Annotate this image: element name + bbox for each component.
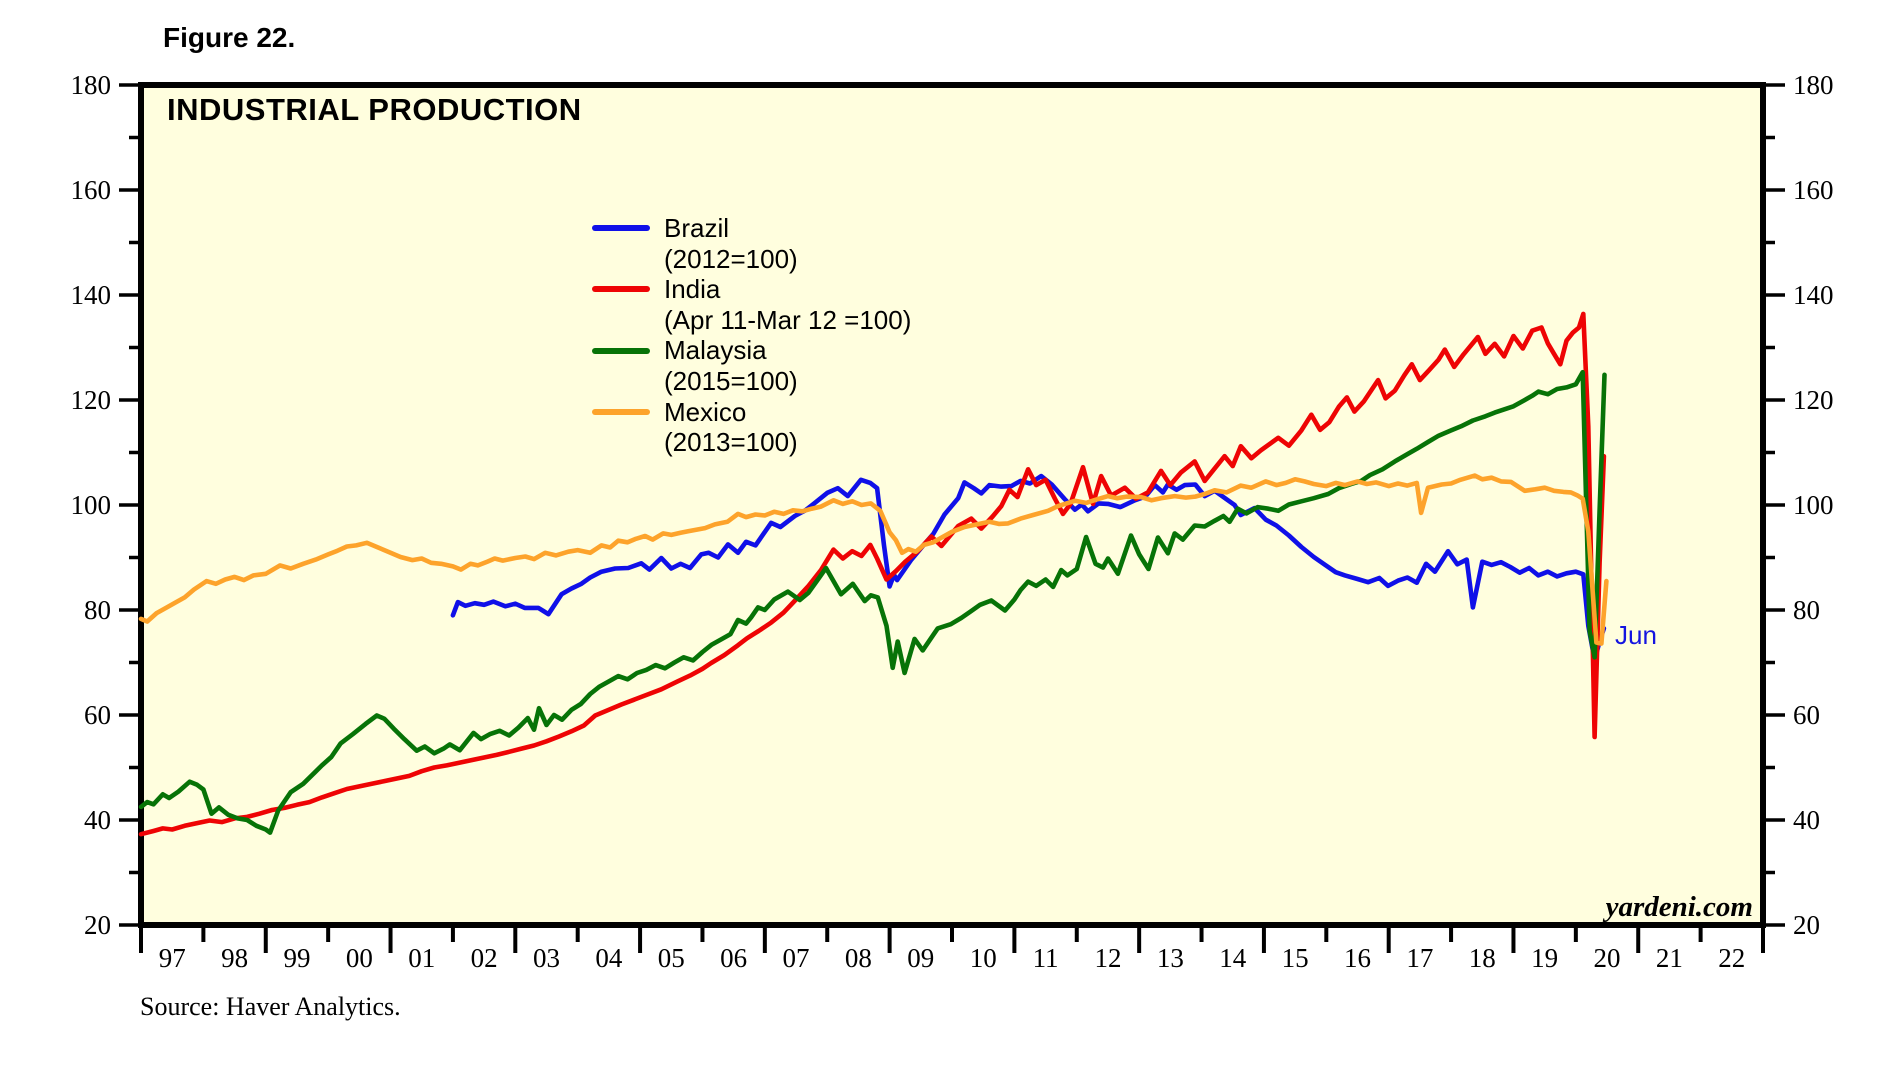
x-axis-label: 19: [1531, 943, 1558, 973]
legend-entry-india: India (Apr 11-Mar 12 =100): [592, 274, 911, 335]
legend-note: (2012=100): [664, 243, 798, 274]
x-axis-label: 12: [1094, 943, 1121, 973]
x-axis-label: 10: [970, 943, 997, 973]
y-axis-label-right: 20: [1793, 910, 1820, 940]
legend-note: (2015=100): [664, 365, 798, 396]
y-axis-label-right: 80: [1793, 595, 1820, 625]
x-axis-label: 20: [1594, 943, 1621, 973]
y-axis-label-left: 160: [71, 175, 112, 205]
legend-swatch-india: [592, 286, 650, 293]
y-axis-label-right: 120: [1793, 385, 1834, 415]
x-axis-label: 16: [1344, 943, 1371, 973]
x-axis-label: 18: [1469, 943, 1496, 973]
legend-entry-malaysia: Malaysia (2015=100): [592, 335, 911, 396]
x-axis-label: 04: [595, 943, 623, 973]
jun-annotation: Jun: [1615, 620, 1657, 650]
y-axis-label-left: 140: [71, 280, 112, 310]
legend-swatch-brazil: [592, 225, 650, 232]
y-axis-label-right: 60: [1793, 700, 1820, 730]
legend-label: Brazil: [664, 213, 730, 243]
x-axis-label: 03: [533, 943, 560, 973]
x-axis-label: 11: [1033, 943, 1059, 973]
y-axis-label-left: 100: [71, 490, 112, 520]
legend-note: (2013=100): [664, 427, 798, 458]
legend-entry-brazil: Brazil (2012=100): [592, 213, 911, 274]
y-axis-label-left: 80: [84, 595, 111, 625]
chart-title: INDUSTRIAL PRODUCTION: [167, 92, 582, 127]
x-axis-label: 98: [221, 943, 248, 973]
y-axis-label-left: 180: [71, 70, 112, 100]
legend: Brazil (2012=100) India (Apr 11-Mar 12 =100…: [592, 213, 911, 458]
x-axis-label: 97: [159, 943, 186, 973]
y-axis-label-left: 60: [84, 700, 111, 730]
x-axis-label: 02: [471, 943, 498, 973]
legend-label: Mexico: [664, 396, 747, 427]
y-axis-label-right: 140: [1793, 280, 1834, 310]
watermark-yardeni: yardeni.com: [1605, 891, 1753, 923]
y-axis-label-left: 20: [84, 910, 111, 940]
legend-swatch-malaysia: [592, 347, 650, 354]
y-axis-label-right: 160: [1793, 175, 1834, 205]
series-line-mexico: [138, 473, 1609, 646]
x-axis-label: 05: [658, 943, 685, 973]
x-axis-label: 13: [1157, 943, 1184, 973]
x-axis-label: 21: [1656, 943, 1683, 973]
x-axis-label: 00: [346, 943, 373, 973]
source-note: Source: Haver Analytics.: [140, 992, 401, 1021]
y-axis-label-right: 40: [1793, 805, 1820, 835]
y-axis-label-right: 100: [1793, 490, 1834, 520]
x-axis-label: 15: [1282, 943, 1309, 973]
legend-label: Malaysia: [664, 335, 767, 366]
x-axis-label: 14: [1219, 943, 1247, 973]
y-axis-label-right: 180: [1793, 70, 1834, 100]
legend-entry-mexico: Mexico (2013=100): [592, 397, 911, 458]
y-axis-label-left: 40: [84, 805, 111, 835]
x-axis-label: 22: [1718, 943, 1745, 973]
legend-label: India: [664, 274, 721, 305]
legend-note: (Apr 11-Mar 12 =100): [664, 304, 912, 335]
x-axis-label: 17: [1406, 943, 1433, 973]
y-axis-label-left: 120: [71, 385, 112, 415]
x-axis-label: 01: [408, 943, 435, 973]
x-axis-label: 08: [845, 943, 872, 973]
legend-swatch-mexico: [592, 408, 650, 415]
figure-label: Figure 22.: [163, 22, 296, 53]
x-axis-label: 09: [907, 943, 934, 973]
x-axis-label: 06: [720, 943, 747, 973]
x-axis-label: 99: [283, 943, 310, 973]
x-axis-label: 07: [783, 943, 810, 973]
